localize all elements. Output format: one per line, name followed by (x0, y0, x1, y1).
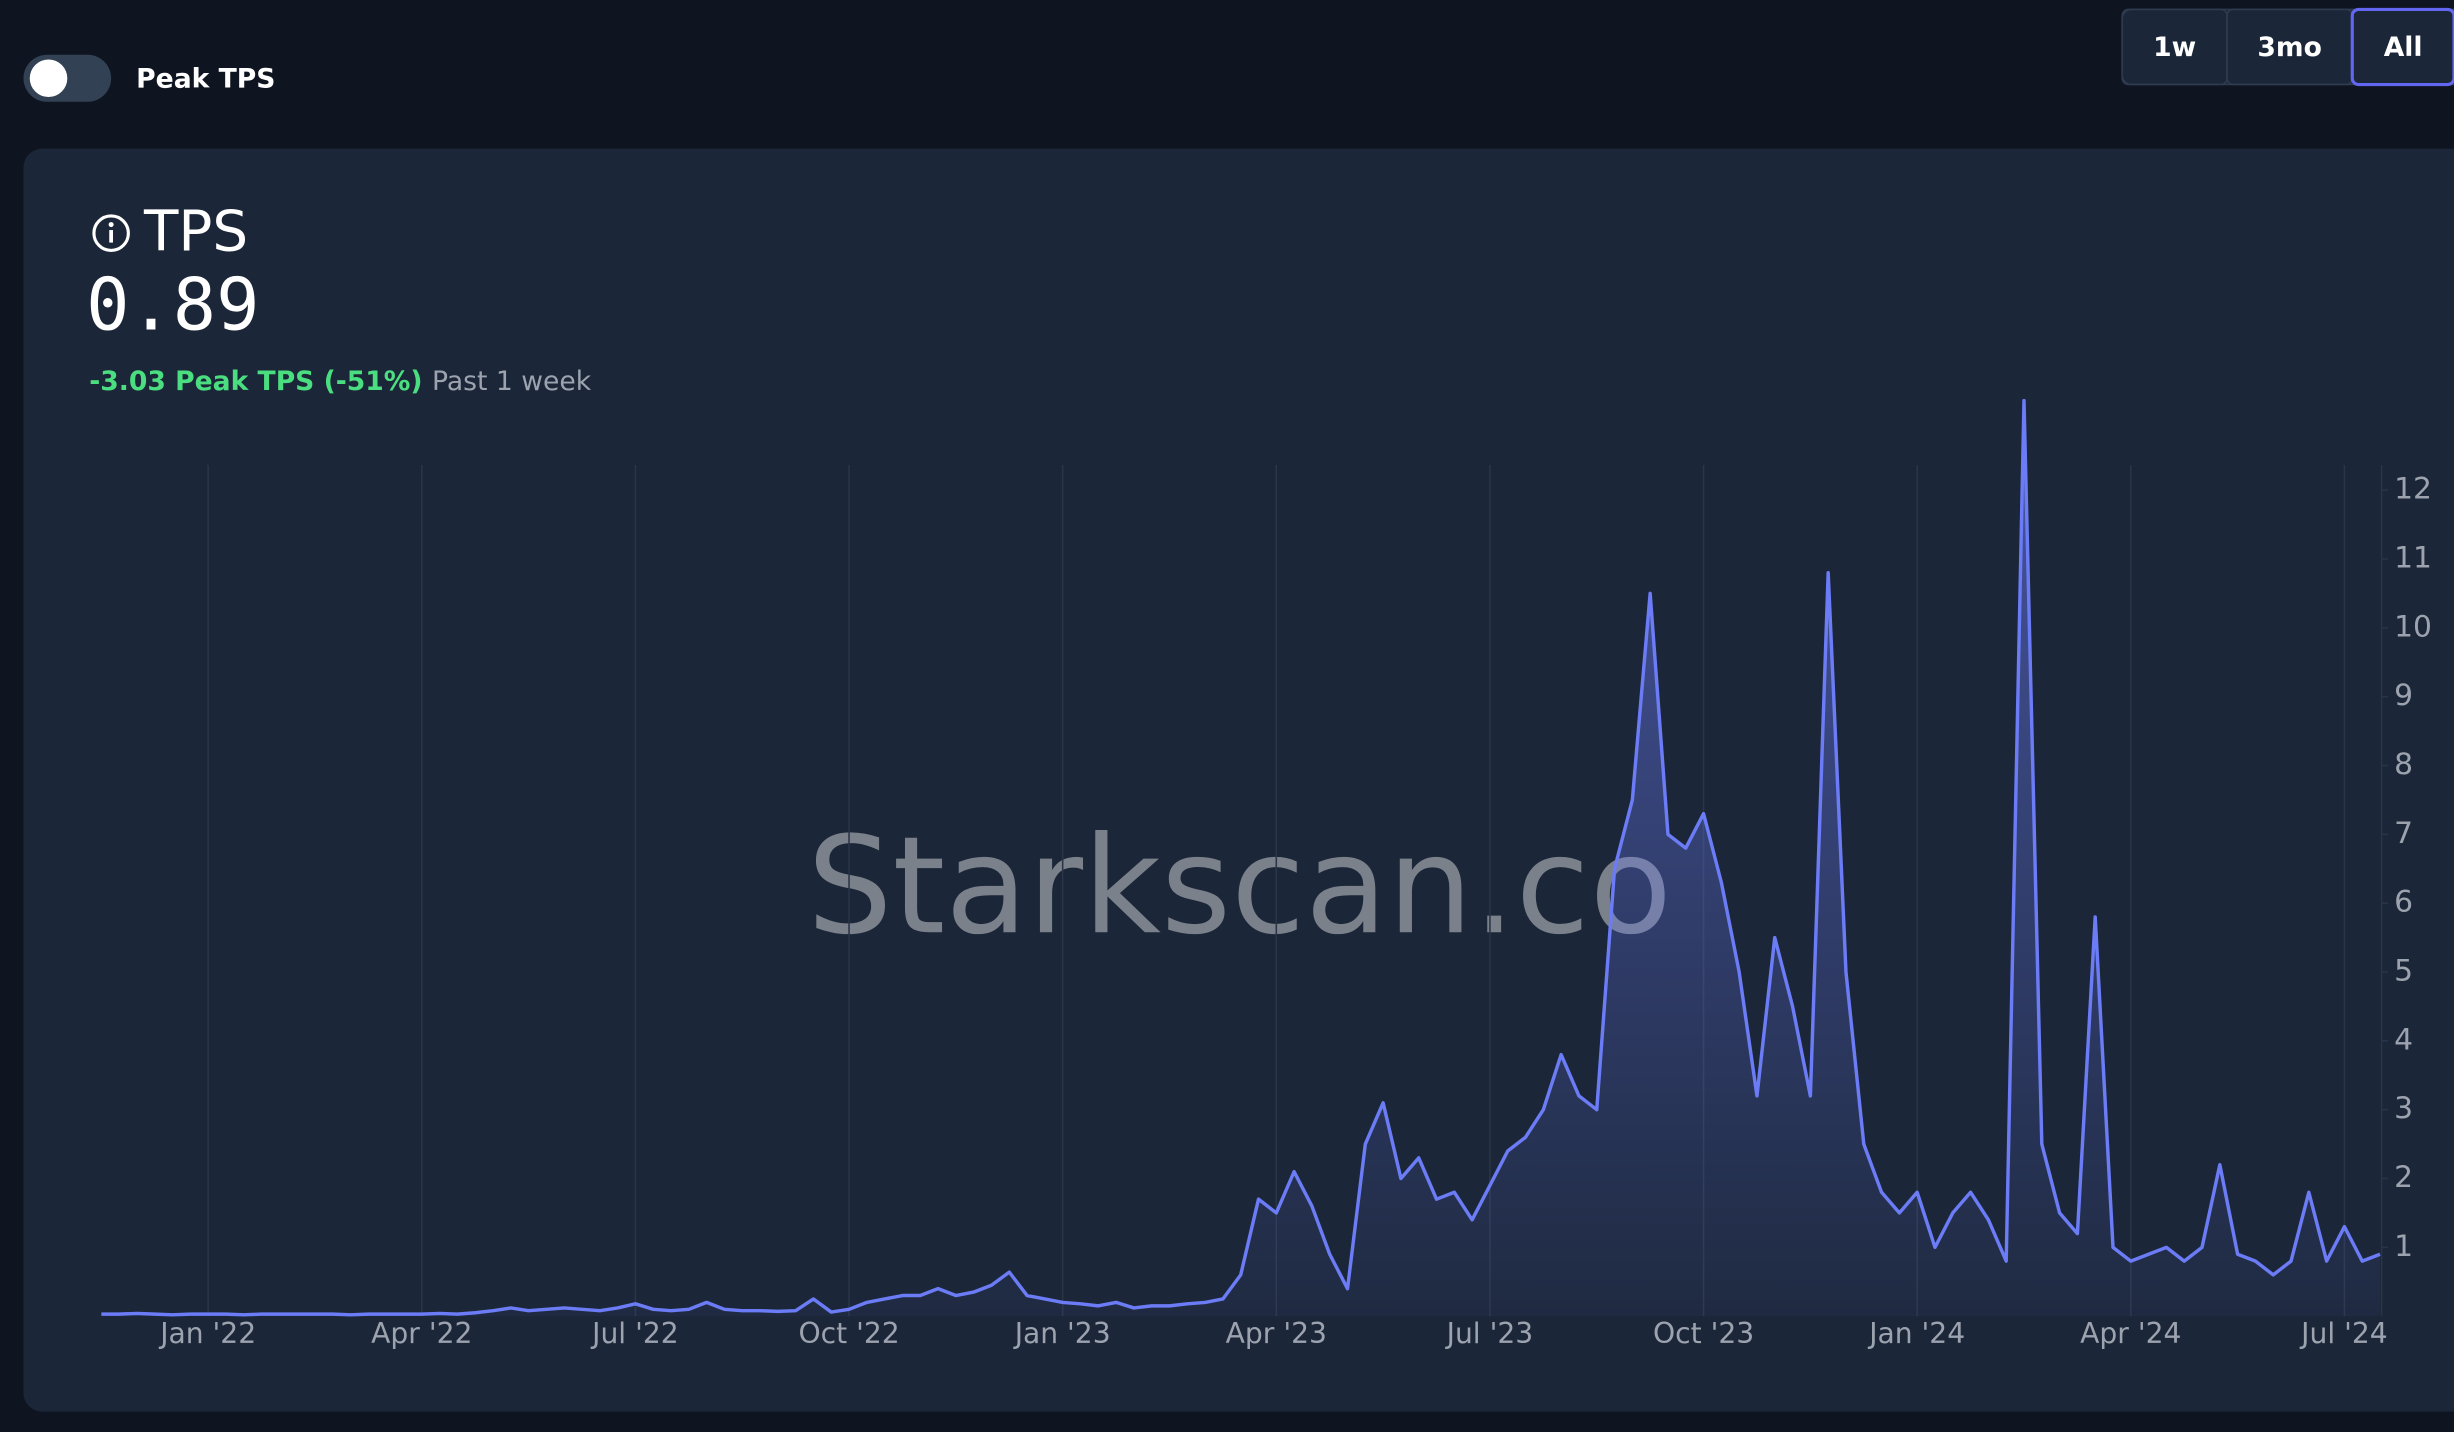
y-tick-label: 5 (2394, 953, 2413, 988)
x-tick-label: Jan '22 (158, 1317, 256, 1350)
y-tick-label: 8 (2394, 747, 2413, 782)
card-value: 0.89 (86, 262, 259, 346)
y-tick-label: 4 (2394, 1022, 2413, 1057)
info-icon[interactable] (92, 214, 130, 252)
toggle-knob[interactable] (29, 59, 68, 98)
card-title: TPS (143, 199, 248, 264)
x-tick-label: Jul '23 (1445, 1317, 1534, 1350)
y-tick-label: 2 (2394, 1160, 2413, 1195)
watermark: Starkscan.co (807, 807, 1672, 964)
y-tick-label: 1 (2394, 1229, 2413, 1264)
range-button-label[interactable]: 3mo (2257, 32, 2322, 63)
y-tick-label: 12 (2394, 472, 2432, 507)
card-period: Past 1 week (432, 365, 592, 396)
y-tick-label: 10 (2394, 609, 2432, 644)
x-tick-label: Oct '22 (798, 1317, 899, 1350)
y-tick-label: 3 (2394, 1091, 2413, 1126)
card-change: -3.03 Peak TPS (-51%) (89, 365, 422, 396)
card-change-line: -3.03 Peak TPS (-51%) Past 1 week (89, 365, 591, 396)
y-tick-label: 7 (2394, 816, 2413, 851)
y-tick-label: 11 (2394, 540, 2432, 575)
x-tick-label: Jul '24 (2299, 1317, 2388, 1350)
range-button-label[interactable]: 1w (2153, 32, 2196, 63)
x-tick-label: Oct '23 (1653, 1317, 1754, 1350)
info-icon-bar (109, 230, 114, 243)
peak-toggle[interactable] (23, 54, 112, 102)
toggle-label: Peak TPS (136, 63, 275, 94)
line (101, 398, 2381, 1317)
x-tick-label: Jul '22 (590, 1317, 679, 1350)
x-tick-label: Apr '22 (371, 1317, 472, 1350)
range-button-label[interactable]: All (2384, 32, 2423, 63)
chart: Starkscan.co Jan '22 Apr '22 Jul '22 Oct '22… (101, 398, 2432, 1350)
x-tick-label: Apr '23 (1226, 1317, 1327, 1350)
x-tick-label: Jan '24 (1867, 1317, 1965, 1350)
x-tick-label: Jan '23 (1013, 1317, 1111, 1350)
y-tick-label: 9 (2394, 678, 2413, 713)
x-tick-label: Apr '24 (2080, 1317, 2181, 1350)
range-group: 1w 3mo All (2121, 7, 2454, 87)
y-tick-label: 6 (2394, 885, 2413, 920)
info-icon-dot (108, 222, 114, 228)
